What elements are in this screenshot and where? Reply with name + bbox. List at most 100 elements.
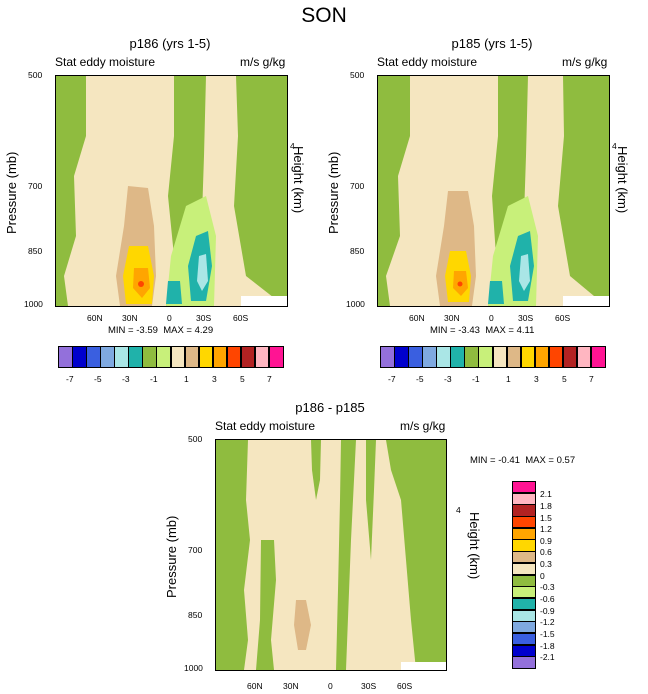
panel3-cb-label-6: 0.6: [540, 547, 552, 557]
panel1-colorbar-cells: [58, 346, 284, 368]
panel2-cb-label-4: -1: [472, 374, 480, 384]
panel3-xtick-30s: 30S: [361, 681, 377, 691]
panel3-colorbar-cell: [512, 574, 536, 587]
panel3-cb-label-15: -2.1: [540, 652, 555, 662]
panel2-cb-label-1: -7: [388, 374, 396, 384]
panel3-colorbar-cell: [512, 586, 536, 599]
panel2-xtick-60s: 60S: [555, 313, 571, 323]
panel1-colorbar: [58, 346, 284, 368]
panel1-ylabel-right: Height (km): [291, 146, 306, 214]
panel2-xtick-30n: 30N: [444, 313, 460, 323]
panel1-topography-mask: [241, 296, 287, 306]
panel2-colorbar-cell: [492, 346, 508, 368]
panel2-colorbar-cell: [534, 346, 550, 368]
panel1-ytick-850: 850: [28, 246, 43, 256]
panel3-ytick-850: 850: [188, 610, 203, 620]
panel2-colorbar-cell: [450, 346, 465, 368]
panel3-ylabel: Pressure (mb): [164, 515, 179, 598]
panel3-ylabel-right: Height (km): [467, 512, 482, 580]
panel2-colorbar-cell: [380, 346, 395, 368]
panel3-colorbar-cell: [512, 644, 536, 657]
panel1-xtick-30n: 30N: [122, 313, 138, 323]
panel3-cb-label-14: -1.8: [540, 641, 555, 651]
panel3-ytick-700: 700: [188, 545, 203, 555]
panel2-band-positive-2: [518, 76, 600, 306]
panel1-colorbar-cell: [114, 346, 129, 368]
panel3-colorbar-cell: [512, 504, 536, 517]
panel2-max-core: [457, 281, 463, 287]
panel3-cb-label-12: -1.2: [540, 617, 555, 627]
panel1-cb-label-1: -7: [66, 374, 74, 384]
panel2-plot-area: [377, 75, 610, 307]
panel1-cb-label-7: 5: [240, 374, 245, 384]
panel3-band-negative-4: [336, 440, 356, 670]
panel1-plot-area: [55, 75, 288, 307]
panel1-colorbar-cell: [58, 346, 73, 368]
panel1-colorbar-cell: [128, 346, 143, 368]
panel1-colorbar-cell: [86, 346, 101, 368]
panel3-xtick-0: 0: [328, 681, 333, 691]
panel2-ytick-500: 500: [350, 70, 365, 80]
panel1-colorbar-cell: [142, 346, 157, 368]
panel3-min-value: -0.41: [498, 455, 520, 466]
panel2-ytick-1000: 1000: [346, 299, 365, 309]
panel1-rtick-4: 4: [290, 141, 295, 151]
panel2-max-value: 4.11: [516, 325, 535, 336]
panel2-colorbar-cell: [548, 346, 564, 368]
panel1-band-positive-2: [196, 76, 278, 306]
panel3-cb-label-7: 0.3: [540, 559, 552, 569]
panel3-colorbar-cell: [512, 516, 536, 529]
panel3-colorbar-cell: [512, 632, 536, 646]
panel3-right-label: m/s g/kg: [400, 419, 446, 433]
panel3-xtick-60s: 60S: [397, 681, 413, 691]
panel3-cb-label-8: 0: [540, 571, 545, 581]
panel1-cb-label-2: -5: [94, 374, 102, 384]
panel2-cb-label-3: -3: [444, 374, 452, 384]
panel2-colorbar-cell: [422, 346, 437, 368]
panel2-colorbar-cell: [478, 346, 493, 368]
panel3-cb-label-13: -1.5: [540, 629, 555, 639]
panel3-colorbar: [512, 481, 536, 669]
panel1-right-label: m/s g/kg: [240, 55, 286, 69]
panel3-band-negative-5: [366, 440, 376, 560]
panel3-rtick-4: 4: [456, 505, 461, 515]
panel1-ylabel: Pressure (mb): [4, 151, 19, 234]
panel3-colorbar-cell: [512, 609, 536, 622]
panel2-cb-label-6: 3: [534, 374, 539, 384]
panel3-cb-label-3: 1.5: [540, 513, 552, 523]
panel1-ytick-500: 500: [28, 70, 43, 80]
panel1-min-value: -3.59: [136, 325, 158, 336]
panel2-colorbar-cells: [380, 346, 606, 368]
panel1-xtick-60n: 60N: [87, 313, 103, 323]
panel2-min-value: -3.43: [458, 325, 480, 336]
panel3-ytick-500: 500: [188, 434, 203, 444]
panel1-colorbar-cell: [170, 346, 186, 368]
panel2-ytick-850: 850: [350, 246, 365, 256]
panel2-cb-label-5: 1: [506, 374, 511, 384]
panel3-xtick-30n: 30N: [283, 681, 299, 691]
panel2-colorbar-cell: [590, 346, 606, 368]
panel2-ylabel-right: Height (km): [615, 146, 630, 214]
panel2-right-label: m/s g/kg: [562, 55, 608, 69]
panel1-title: p186 (yrs 1-5): [129, 36, 211, 51]
panel1-colorbar-cell: [184, 346, 200, 368]
panel3-band-negative-6: [386, 440, 446, 670]
panel1-cb-label-6: 3: [212, 374, 217, 384]
panel1-colorbar-cell: [100, 346, 115, 368]
panel2-colorbar-cell: [464, 346, 479, 368]
panel2-ylabel: Pressure (mb): [326, 151, 341, 234]
panel2-colorbar-cell: [408, 346, 423, 368]
panel3-colorbar-cells: [512, 481, 536, 669]
panel3-colorbar-cell: [512, 492, 536, 505]
panel2-cb-label-2: -5: [416, 374, 424, 384]
panel1-xtick-60s: 60S: [233, 313, 249, 323]
panel1-ytick-1000: 1000: [24, 299, 43, 309]
panel2-cb-label-8: 7: [589, 374, 594, 384]
panel2-topography-mask: [563, 296, 609, 306]
panel1-cb-label-5: 1: [184, 374, 189, 384]
panel3-xtick-60n: 60N: [247, 681, 263, 691]
panel3-topography-mask: [401, 662, 446, 670]
panel3-cb-label-2: 1.8: [540, 501, 552, 511]
panel3-colorbar-cell: [512, 551, 536, 564]
panel2-colorbar-cell: [394, 346, 409, 368]
